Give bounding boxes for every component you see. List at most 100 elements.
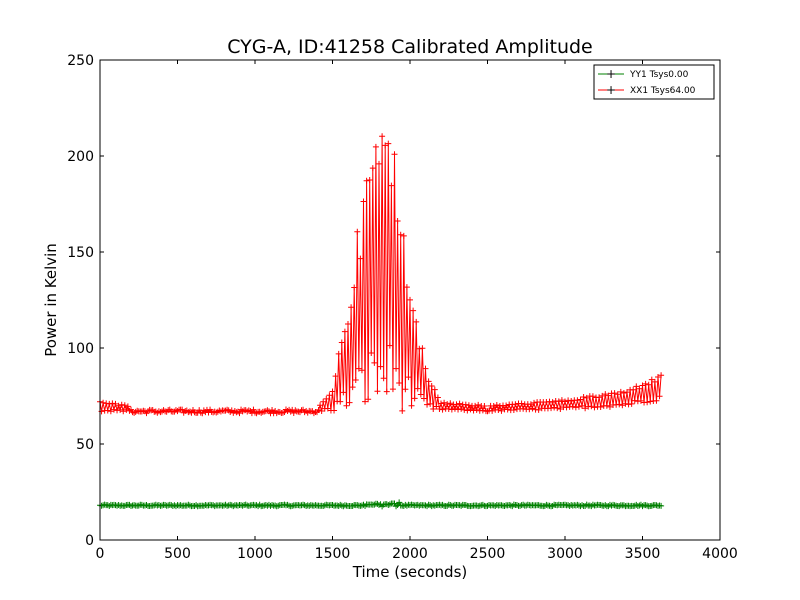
y-tick-label: 100 <box>67 341 94 357</box>
data-point-xx1 <box>555 398 562 405</box>
data-point-xx1 <box>403 284 410 291</box>
data-point-xx1 <box>389 386 396 393</box>
data-point-xx1 <box>120 408 127 415</box>
data-point-xx1 <box>397 231 404 238</box>
legend-box <box>593 64 715 100</box>
data-point-xx1 <box>520 405 527 412</box>
data-point-xx1 <box>391 151 398 158</box>
data-point-xx1 <box>402 386 409 393</box>
data-point-xx1 <box>456 400 463 407</box>
data-point-xx1 <box>380 375 387 382</box>
data-point-xx1 <box>645 381 652 388</box>
data-point-xx1 <box>372 143 379 150</box>
data-point-xx1 <box>104 407 111 414</box>
data-point-xx1 <box>572 404 579 411</box>
data-point-xx1 <box>588 403 595 410</box>
data-point-xx1 <box>441 399 448 406</box>
data-point-xx1 <box>472 402 479 409</box>
data-point-xx1 <box>115 402 122 409</box>
data-point-xx1 <box>583 394 590 401</box>
x-tick-label: 3500 <box>625 546 661 562</box>
data-point-xx1 <box>602 391 609 398</box>
y-tick-label: 50 <box>76 437 94 453</box>
data-point-xx1 <box>332 373 339 380</box>
data-point-xx1 <box>394 218 401 225</box>
data-point-xx1 <box>461 406 468 413</box>
data-point-xx1 <box>465 402 472 409</box>
data-point-xx1 <box>269 407 276 414</box>
legend-label-yy1: YY1 Tsys0.00 <box>629 70 689 80</box>
data-point-xx1 <box>355 365 362 372</box>
data-point-xx1 <box>405 374 412 381</box>
data-point-xx1 <box>616 401 623 408</box>
data-point-xx1 <box>318 407 325 414</box>
data-point-xx1 <box>527 401 534 408</box>
data-point-xx1 <box>569 403 576 410</box>
data-point-xx1 <box>549 399 556 406</box>
data-point-xx1 <box>470 407 477 414</box>
data-point-xx1 <box>348 304 355 311</box>
data-point-xx1 <box>357 255 364 262</box>
data-point-xx1 <box>453 401 460 408</box>
data-point-xx1 <box>121 402 128 409</box>
data-point-xx1 <box>345 320 351 327</box>
chart-title: CYG-A, ID:41258 Calibrated Amplitude <box>227 36 592 58</box>
data-point-xx1 <box>317 402 324 409</box>
data-point-xx1 <box>396 379 403 386</box>
data-point-xx1 <box>315 407 322 414</box>
data-point-xx1 <box>644 399 651 406</box>
data-point-xx1 <box>493 401 500 408</box>
data-point-xx1 <box>475 401 482 408</box>
data-point-xx1 <box>100 399 107 406</box>
legend: + YY1 Tsys0.00 + XX1 Tsys64.00 <box>593 64 715 100</box>
data-point-xx1 <box>464 407 471 414</box>
data-point-xx1 <box>631 397 638 404</box>
series-xx1 <box>97 133 665 417</box>
data-point-xx1 <box>439 406 446 413</box>
data-point-xx1 <box>529 405 536 412</box>
data-point-xx1 <box>351 284 358 291</box>
data-point-xx1 <box>343 402 350 409</box>
data-point-xx1 <box>617 388 624 395</box>
data-point-xx1 <box>417 391 424 398</box>
data-point-xx1 <box>551 404 558 411</box>
data-point-xx1 <box>434 394 441 401</box>
data-point-xx1 <box>110 406 117 413</box>
data-point-xx1 <box>354 228 361 235</box>
legend-label-xx1: XX1 Tsys64.00 <box>630 86 696 96</box>
x-tick-label: 3000 <box>547 546 583 562</box>
x-axis-label: Time (seconds) <box>352 563 468 581</box>
data-point-xx1 <box>349 384 356 391</box>
data-point-xx1 <box>535 406 542 413</box>
x-tick-label: 1500 <box>315 546 351 562</box>
data-point-xx1 <box>448 406 455 413</box>
data-point-xx1 <box>386 342 393 349</box>
data-point-xx1 <box>338 339 345 346</box>
data-point-xx1 <box>656 393 663 400</box>
data-point-xx1 <box>658 372 665 379</box>
data-point-xx1 <box>597 404 604 411</box>
data-point-xx1 <box>489 407 496 414</box>
data-point-xx1 <box>400 232 407 239</box>
data-point-xx1 <box>324 405 331 412</box>
data-point-xx1 <box>642 380 649 387</box>
data-point-xx1 <box>633 383 640 390</box>
x-tick-label: 0 <box>96 546 105 562</box>
data-point-xx1 <box>331 407 338 414</box>
data-point-xx1 <box>565 397 572 404</box>
data-point-xx1 <box>599 392 606 399</box>
data-point-xx1 <box>619 402 626 409</box>
data-point-xx1 <box>376 160 382 167</box>
data-point-xx1 <box>358 367 365 374</box>
data-point-xx1 <box>385 140 392 147</box>
data-point-xx1 <box>510 407 517 414</box>
data-point-xx1 <box>393 365 400 372</box>
data-point-xx1 <box>374 388 381 395</box>
axis-ticks: 0 500 1000 1500 2000 2500 3000 3500 4000 0 50 100 15… <box>67 53 738 562</box>
data-point-xx1 <box>411 395 418 402</box>
data-point-xx1 <box>420 395 427 402</box>
plot-series <box>97 133 665 510</box>
data-point-yy1 <box>396 499 403 506</box>
data-point-xx1 <box>562 398 568 405</box>
